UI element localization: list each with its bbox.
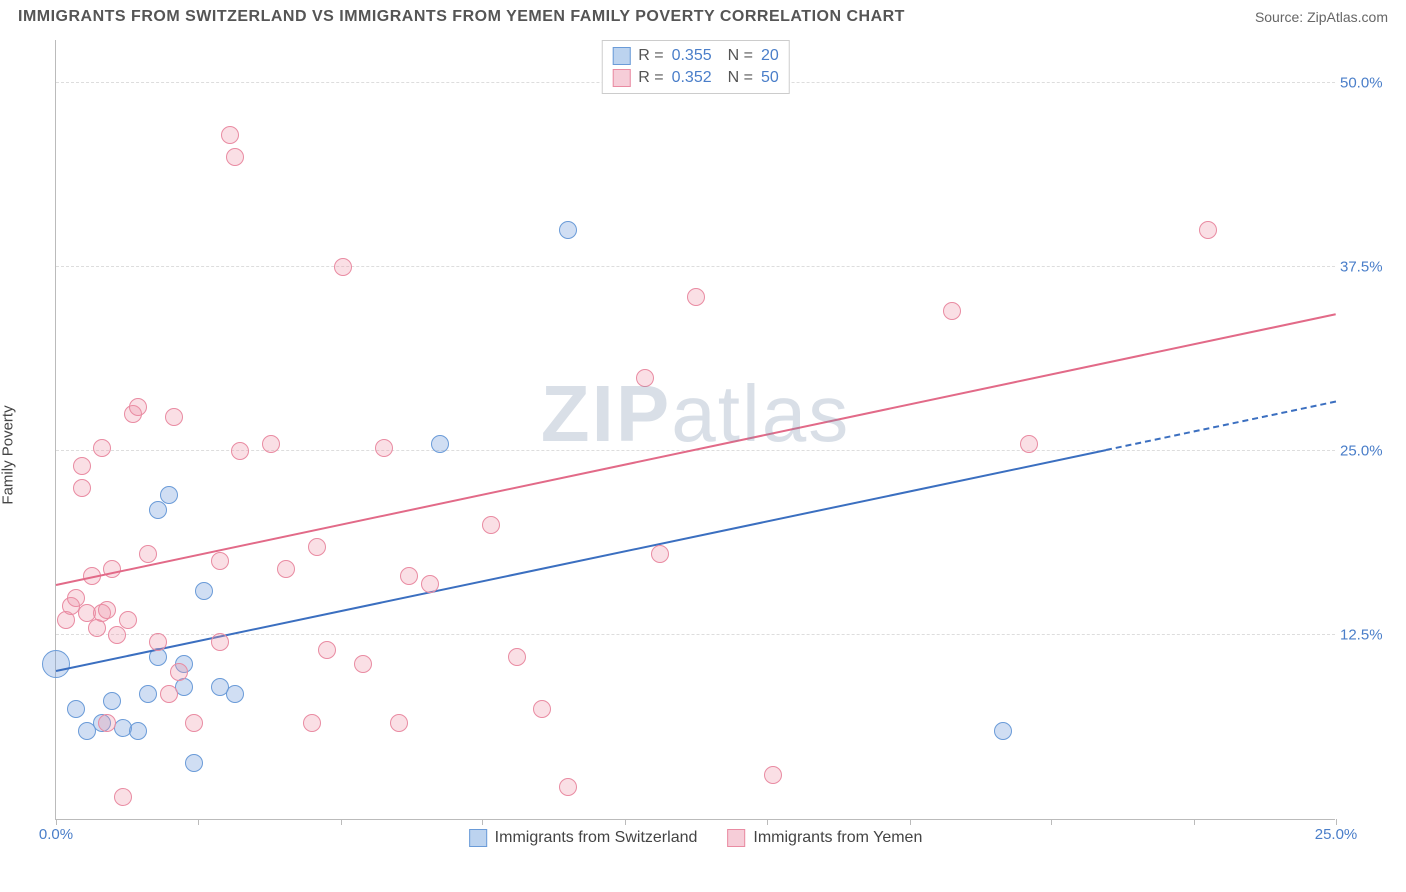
point-yemen [129, 398, 147, 416]
point-yemen [231, 442, 249, 460]
point-yemen [354, 655, 372, 673]
ytick-label: 12.5% [1340, 627, 1395, 644]
swatch-yemen-icon [727, 829, 745, 847]
point-yemen [73, 457, 91, 475]
xtick [767, 819, 768, 825]
point-yemen [262, 435, 280, 453]
xtick [625, 819, 626, 825]
point-switzerland [139, 685, 157, 703]
swatch-switzerland-icon [469, 829, 487, 847]
xtick-label-min: 0.0% [39, 826, 73, 843]
legend-row-switzerland: R = 0.355 N = 20 [612, 45, 779, 67]
point-yemen [119, 611, 137, 629]
source-attribution: Source: ZipAtlas.com [1255, 9, 1388, 25]
point-yemen [390, 714, 408, 732]
point-yemen [303, 714, 321, 732]
point-yemen [98, 714, 116, 732]
point-yemen [400, 567, 418, 585]
trend-switzerland [1105, 401, 1336, 452]
point-yemen [160, 685, 178, 703]
legend-row-yemen: R = 0.352 N = 50 [612, 67, 779, 89]
point-yemen [170, 663, 188, 681]
point-yemen [943, 302, 961, 320]
point-yemen [651, 545, 669, 563]
point-switzerland [67, 700, 85, 718]
ytick-label: 25.0% [1340, 443, 1395, 460]
gridline [56, 266, 1335, 267]
point-switzerland [129, 722, 147, 740]
point-yemen [421, 575, 439, 593]
point-yemen [334, 258, 352, 276]
chart-container: Family Poverty ZIPatlas R = 0.355 N = 20… [0, 30, 1406, 880]
legend-correlation: R = 0.355 N = 20 R = 0.352 N = 50 [601, 40, 790, 94]
point-switzerland [195, 582, 213, 600]
ytick-label: 37.5% [1340, 259, 1395, 276]
xtick [910, 819, 911, 825]
xtick [341, 819, 342, 825]
point-yemen [114, 788, 132, 806]
plot-area: ZIPatlas R = 0.355 N = 20 R = 0.352 N = … [55, 40, 1335, 820]
xtick [198, 819, 199, 825]
watermark: ZIPatlas [541, 368, 850, 460]
point-yemen [185, 714, 203, 732]
point-yemen [1020, 435, 1038, 453]
point-yemen [559, 778, 577, 796]
xtick-label-max: 25.0% [1315, 826, 1358, 843]
point-yemen [482, 516, 500, 534]
point-yemen [93, 439, 111, 457]
legend-series: Immigrants from Switzerland Immigrants f… [469, 829, 923, 847]
chart-title: IMMIGRANTS FROM SWITZERLAND VS IMMIGRANT… [18, 8, 905, 26]
xtick [1336, 819, 1337, 825]
gridline [56, 634, 1335, 635]
point-yemen [149, 633, 167, 651]
point-yemen [764, 766, 782, 784]
swatch-yemen [612, 69, 630, 87]
point-yemen [165, 408, 183, 426]
point-yemen [221, 126, 239, 144]
point-yemen [318, 641, 336, 659]
title-bar: IMMIGRANTS FROM SWITZERLAND VS IMMIGRANT… [0, 0, 1406, 30]
point-switzerland [431, 435, 449, 453]
point-switzerland [103, 692, 121, 710]
point-yemen [1199, 221, 1217, 239]
xtick [56, 819, 57, 825]
point-switzerland [226, 685, 244, 703]
point-yemen [533, 700, 551, 718]
point-switzerland [185, 754, 203, 772]
point-yemen [139, 545, 157, 563]
point-yemen [98, 601, 116, 619]
point-yemen [375, 439, 393, 457]
xtick [1051, 819, 1052, 825]
swatch-switzerland [612, 47, 630, 65]
point-switzerland [42, 650, 70, 678]
point-yemen [508, 648, 526, 666]
point-yemen [73, 479, 91, 497]
point-yemen [211, 633, 229, 651]
point-yemen [211, 552, 229, 570]
y-axis-label: Family Poverty [0, 405, 17, 504]
point-switzerland [149, 501, 167, 519]
legend-item-yemen: Immigrants from Yemen [727, 829, 922, 847]
legend-item-switzerland: Immigrants from Switzerland [469, 829, 698, 847]
point-yemen [226, 148, 244, 166]
xtick [482, 819, 483, 825]
point-yemen [687, 288, 705, 306]
point-yemen [308, 538, 326, 556]
point-switzerland [994, 722, 1012, 740]
point-yemen [277, 560, 295, 578]
xtick [1194, 819, 1195, 825]
point-switzerland [559, 221, 577, 239]
ytick-label: 50.0% [1340, 75, 1395, 92]
point-yemen [636, 369, 654, 387]
